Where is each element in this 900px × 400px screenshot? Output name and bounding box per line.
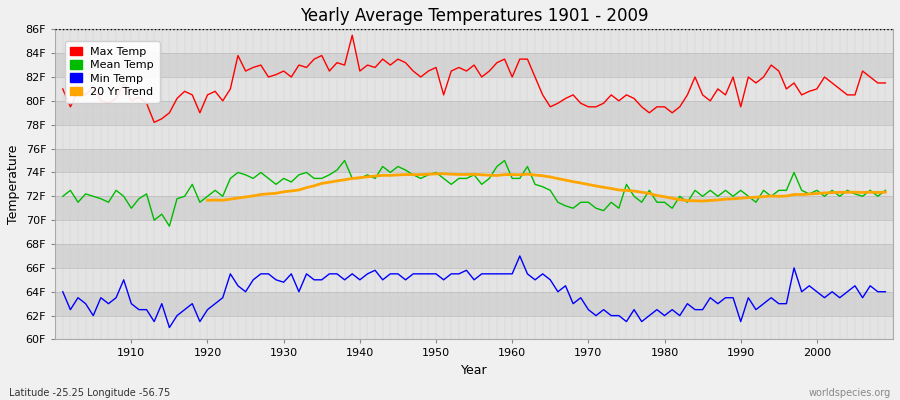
X-axis label: Year: Year	[461, 364, 488, 377]
Bar	[55, 77, 893, 101]
Bar	[55, 268, 893, 292]
Bar	[55, 125, 893, 148]
Text: Latitude -25.25 Longitude -56.75: Latitude -25.25 Longitude -56.75	[9, 388, 170, 398]
Bar	[55, 196, 893, 220]
Bar	[55, 53, 893, 77]
Bar	[55, 292, 893, 316]
Bar	[55, 172, 893, 196]
Legend: Max Temp, Mean Temp, Min Temp, 20 Yr Trend: Max Temp, Mean Temp, Min Temp, 20 Yr Tre…	[65, 41, 159, 102]
Text: worldspecies.org: worldspecies.org	[809, 388, 891, 398]
Bar	[55, 316, 893, 340]
Title: Yearly Average Temperatures 1901 - 2009: Yearly Average Temperatures 1901 - 2009	[300, 7, 648, 25]
Bar	[55, 220, 893, 244]
Bar	[55, 148, 893, 172]
Y-axis label: Temperature: Temperature	[7, 145, 20, 224]
Bar	[55, 101, 893, 125]
Bar	[55, 29, 893, 53]
Bar	[55, 244, 893, 268]
